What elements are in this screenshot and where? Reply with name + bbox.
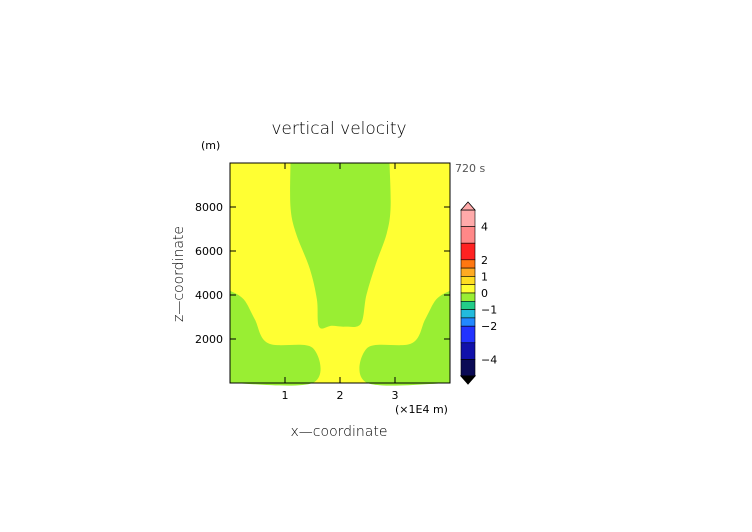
- colorbar-upper-extend: [460, 201, 476, 211]
- x-tick-label: 2: [337, 389, 344, 402]
- y-tick-label: 4000: [195, 289, 223, 302]
- contour-regions: [230, 163, 450, 386]
- plot-area: 1 2 3 2000 4000 6000 8000: [195, 162, 451, 402]
- y-ticks: 2000 4000 6000 8000: [195, 201, 450, 346]
- colorbar-label: 0: [481, 287, 488, 300]
- colorbar-label: −2: [481, 320, 497, 333]
- colorbar-level-8: [460, 300, 476, 310]
- colorbar-level-12: [460, 342, 476, 360]
- colorbar-level-5: [460, 276, 476, 285]
- chart-title: vertical velocity: [271, 119, 406, 139]
- y-tick-label: 8000: [195, 201, 223, 214]
- colorbar-level-1: [460, 226, 476, 244]
- x-tick-label: 3: [392, 389, 399, 402]
- colorbar-level-7: [460, 292, 476, 302]
- colorbar-level-2: [460, 242, 476, 261]
- colorbar-label: 1: [481, 270, 488, 283]
- time-label: 720 s: [455, 162, 485, 175]
- colorbar-level-4: [460, 267, 476, 277]
- x-tick-label: 1: [282, 389, 289, 402]
- contour-region-2: [359, 290, 450, 386]
- colorbar-label: −1: [481, 304, 497, 317]
- x-axis-label: x—coordinate: [291, 424, 388, 440]
- colorbar-level-13: [460, 359, 476, 377]
- colorbar-label: −4: [481, 353, 497, 366]
- y-unit-label: (m): [201, 139, 220, 152]
- x-unit-label: (×1E4 m): [395, 403, 448, 416]
- colorbar-level-10: [460, 317, 476, 327]
- colorbar-level-3: [460, 259, 476, 269]
- colorbar: 4 2 1 0 −1 −2 −4: [459, 201, 497, 385]
- contour-region-1: [230, 290, 321, 386]
- colorbar-label: 2: [481, 254, 488, 267]
- contour-region-0: [290, 163, 391, 329]
- colorbar-lower-extend: [459, 375, 477, 385]
- colorbar-level-11: [460, 325, 476, 344]
- y-axis-label: z—coordinate: [171, 226, 187, 322]
- colorbar-level-6: [460, 284, 476, 294]
- colorbar-label: 4: [481, 221, 488, 234]
- y-tick-label: 6000: [195, 245, 223, 258]
- colorbar-level-9: [460, 309, 476, 319]
- x-ticks: 1 2 3: [282, 163, 399, 402]
- colorbar-level-0: [460, 209, 476, 227]
- y-tick-label: 2000: [195, 333, 223, 346]
